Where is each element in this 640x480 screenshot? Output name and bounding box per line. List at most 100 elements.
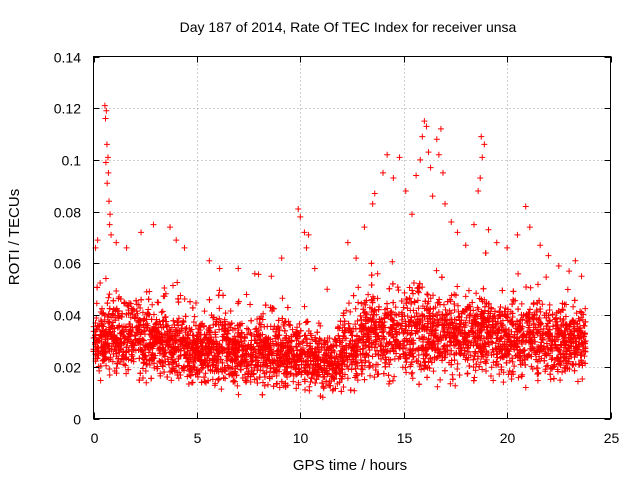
data-point [190, 319, 197, 326]
data-point [541, 357, 548, 364]
data-point [354, 317, 361, 324]
data-point [254, 316, 261, 323]
data-point [308, 375, 315, 382]
data-point [178, 327, 185, 334]
data-point [143, 379, 150, 386]
data-point [478, 349, 485, 356]
data-point [132, 332, 139, 339]
data-point [106, 291, 113, 298]
data-point [500, 379, 507, 386]
data-point [571, 297, 578, 304]
data-point [579, 375, 586, 382]
data-point [509, 314, 516, 321]
data-point [476, 327, 483, 334]
data-point [352, 305, 359, 312]
data-point [445, 329, 452, 336]
data-point [454, 365, 461, 372]
data-point [478, 308, 485, 315]
data-point [576, 317, 583, 324]
data-point [362, 350, 369, 357]
data-point [441, 342, 448, 349]
data-point [139, 309, 146, 316]
data-point [447, 380, 454, 387]
data-point [414, 297, 421, 304]
data-point [97, 377, 104, 384]
data-point [97, 280, 104, 287]
data-point [129, 353, 136, 360]
data-point [435, 308, 442, 315]
data-point [306, 387, 313, 394]
data-point [146, 288, 153, 295]
data-point [245, 326, 252, 333]
data-point [427, 355, 434, 362]
data-point [369, 305, 376, 312]
data-point [175, 362, 182, 369]
data-point [528, 363, 535, 370]
data-point [293, 351, 300, 358]
data-point [209, 376, 216, 383]
data-point [416, 280, 423, 287]
data-point [414, 358, 421, 365]
data-point [407, 361, 414, 368]
data-point [557, 377, 564, 384]
data-point [106, 365, 113, 372]
data-point [465, 287, 472, 294]
data-point [128, 329, 135, 336]
data-point [248, 317, 255, 324]
data-point [498, 353, 505, 360]
data-point [515, 374, 522, 381]
data-point [202, 370, 209, 377]
data-point [249, 358, 256, 365]
data-point [577, 308, 584, 315]
data-point [475, 306, 482, 313]
data-point [430, 322, 437, 329]
data-point [361, 376, 368, 383]
data-point [336, 379, 343, 386]
data-point [394, 284, 401, 291]
data-point [546, 317, 553, 324]
data-point [431, 317, 438, 324]
data-point [448, 361, 455, 368]
data-point [365, 359, 372, 366]
data-point [529, 366, 536, 373]
data-point [389, 258, 396, 265]
data-point [570, 303, 577, 310]
data-point [211, 382, 218, 389]
data-point [470, 377, 477, 384]
data-point [386, 378, 393, 385]
data-point [440, 301, 447, 308]
data-point [210, 321, 217, 328]
data-point [302, 386, 309, 393]
data-point [416, 363, 423, 370]
data-point [259, 367, 266, 374]
data-point [279, 315, 286, 322]
data-point [191, 313, 198, 320]
data-point [482, 249, 489, 256]
data-point [235, 391, 242, 398]
data-point [463, 340, 470, 347]
data-point [424, 374, 431, 381]
data-point [175, 315, 182, 322]
data-point [466, 303, 473, 310]
data-point [498, 364, 505, 371]
data-point [391, 373, 398, 380]
data-point [142, 368, 149, 375]
data-point [185, 380, 192, 387]
data-point [404, 305, 411, 312]
data-point [216, 305, 223, 312]
data-point [281, 327, 288, 334]
data-point [535, 369, 542, 376]
data-point [387, 316, 394, 323]
data-point [536, 353, 543, 360]
data-point [261, 382, 268, 389]
data-point [477, 313, 484, 320]
data-point [296, 320, 303, 327]
data-point [409, 287, 416, 294]
data-point [187, 298, 194, 305]
data-point [408, 299, 415, 306]
data-point [472, 321, 479, 328]
data-point [472, 348, 479, 355]
data-point [546, 306, 553, 313]
data-point [506, 367, 513, 374]
data-point [415, 351, 422, 358]
